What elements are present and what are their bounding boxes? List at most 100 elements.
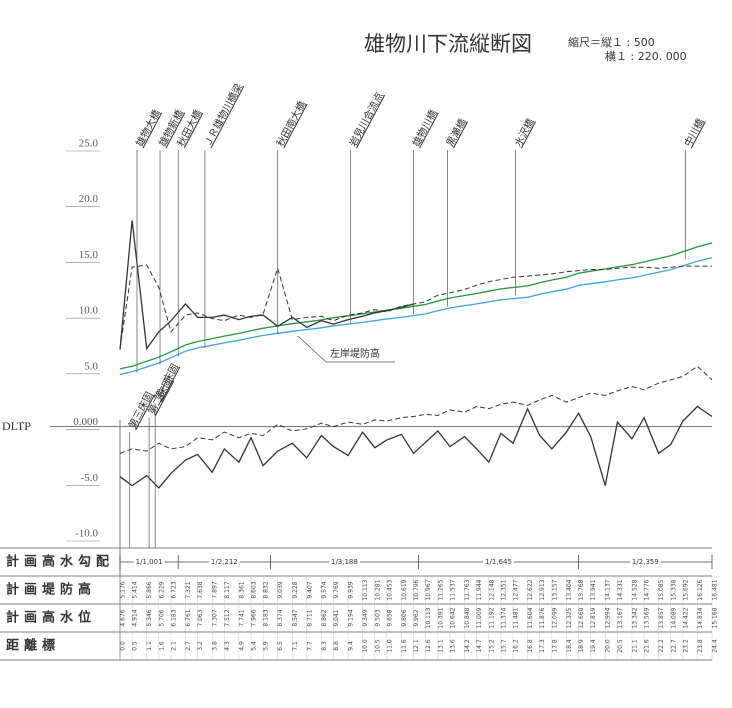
- distance-label: 22.7: [670, 639, 677, 653]
- bridge-label: 中川橋: [681, 116, 707, 149]
- table-value: 14.528: [631, 579, 638, 600]
- table-value: 8.183: [263, 609, 270, 626]
- table-value: 13.167: [617, 607, 624, 628]
- distance-label: 14.7: [476, 639, 483, 653]
- table-value: 11.009: [476, 607, 483, 628]
- distance-label: 5.4: [251, 641, 258, 651]
- distance-label: 10.0: [362, 639, 369, 653]
- table-value: 4.914: [132, 609, 139, 626]
- table-value: 12.913: [539, 579, 546, 600]
- profile-line: [119, 220, 414, 351]
- table-value: 12.668: [578, 607, 585, 628]
- table-value: 10.642: [449, 607, 456, 628]
- table-value: 11.374: [500, 607, 507, 628]
- scale-horizontal: 横１ : 220. 000: [605, 49, 687, 63]
- table-value: 6.723: [170, 581, 177, 598]
- table-value: 11.876: [539, 607, 546, 628]
- y-tick-label: 5.0: [84, 360, 98, 372]
- profile-line: [119, 264, 712, 349]
- gradient-label: 1/3,188: [331, 558, 358, 566]
- distance-label: 23.8: [697, 639, 704, 653]
- table-value: 9.962: [413, 609, 420, 626]
- gradient-label-bg: [208, 557, 240, 567]
- bridge-label: 岩見川合流点: [346, 90, 386, 149]
- table-value: 10.796: [413, 579, 420, 600]
- table-value: 8.374: [277, 609, 284, 626]
- table-value: 15.168: [712, 607, 719, 628]
- distance-label: 23.2: [682, 639, 689, 653]
- table-value: 10.113: [425, 607, 432, 628]
- table-value: 11.537: [449, 579, 456, 600]
- y-tick-label: 10.0: [79, 305, 99, 317]
- distance-label: 6.5: [277, 641, 284, 651]
- distance-label: 13.1: [437, 639, 444, 653]
- table-value: 10.619: [401, 579, 408, 600]
- table-value: 11.481: [513, 607, 520, 628]
- gradient-label-bg: [328, 557, 360, 567]
- table-value: 9.041: [333, 609, 340, 626]
- table-value: 8.547: [292, 609, 299, 626]
- table-value: 12.819: [590, 607, 597, 628]
- distance-label: 3.2: [197, 641, 204, 651]
- bridge-label: 黒瀬橋: [443, 116, 469, 149]
- table-value: 7.638: [197, 581, 204, 598]
- table-value: 14.422: [682, 607, 689, 628]
- chart-title: 雄物川下流縦断図: [364, 32, 532, 56]
- distance-label: 0.0: [120, 641, 127, 651]
- distance-label: 1.6: [158, 641, 165, 651]
- distance-label: 0.5: [132, 641, 139, 651]
- table-value: 9.039: [277, 581, 284, 598]
- distance-label: 20.0: [605, 639, 612, 653]
- distance-label: 2.1: [170, 641, 177, 651]
- table-value: 11.192: [488, 607, 495, 628]
- distance-label: 13.6: [449, 639, 456, 653]
- table-value: 7.741: [238, 609, 245, 626]
- table-value: 12.994: [605, 607, 612, 628]
- profile-line: [119, 405, 713, 489]
- profile-line: [119, 242, 713, 370]
- bridge-label: 水沢橋: [511, 116, 537, 149]
- gradient-label-bg: [133, 557, 165, 567]
- table-value: 14.089: [670, 607, 677, 628]
- table-value: 12.099: [551, 607, 558, 628]
- row-label: 距離標: [6, 638, 60, 654]
- datum-label: DLTP: [2, 419, 31, 433]
- distance-label: 16.8: [527, 639, 534, 653]
- row-label: 計画堤防高: [6, 582, 96, 598]
- distance-label: 3.8: [212, 641, 219, 651]
- distance-label: 10.5: [374, 639, 381, 653]
- y-tick-label: 15.0: [79, 249, 99, 261]
- table-value: 8.711: [306, 609, 313, 626]
- table-value: 8.862: [321, 609, 328, 626]
- distance-label: 5.9: [263, 641, 270, 651]
- distance-label: 22.2: [658, 639, 665, 653]
- table-value: 7.512: [224, 609, 231, 626]
- annotation-leader: [297, 335, 327, 363]
- table-value: 10.281: [374, 579, 381, 600]
- table-value: 11.763: [464, 579, 471, 600]
- distance-label: 20.5: [617, 639, 624, 653]
- distance-label: 16.2: [513, 639, 520, 653]
- distance-label: 2.7: [185, 641, 192, 651]
- table-value: 7.321: [185, 581, 192, 598]
- distance-label: 14.2: [464, 639, 471, 653]
- table-value: 13.857: [658, 607, 665, 628]
- table-value: 9.194: [348, 609, 355, 626]
- table-value: 9.349: [362, 609, 369, 626]
- table-value: 13.157: [551, 579, 558, 600]
- profile-line: [119, 256, 713, 376]
- table-value: 13.941: [590, 579, 597, 600]
- table-value: 5.706: [158, 609, 165, 626]
- bridge-label: 秋田南大橋: [274, 99, 309, 149]
- distance-label: 17.8: [551, 639, 558, 653]
- annotation: 左岸堤防高: [330, 347, 380, 360]
- table-value: 9.228: [292, 581, 299, 598]
- table-value: 5.346: [146, 609, 153, 626]
- bridge-label: 雄物川橋: [409, 107, 439, 148]
- gradient-label: 1/2,359: [632, 558, 659, 566]
- y-tick-label: 0.000: [73, 416, 98, 428]
- table-value: 10.967: [425, 579, 432, 600]
- table-value: 10.848: [464, 607, 471, 628]
- gradient-label: 1/2,212: [211, 558, 238, 566]
